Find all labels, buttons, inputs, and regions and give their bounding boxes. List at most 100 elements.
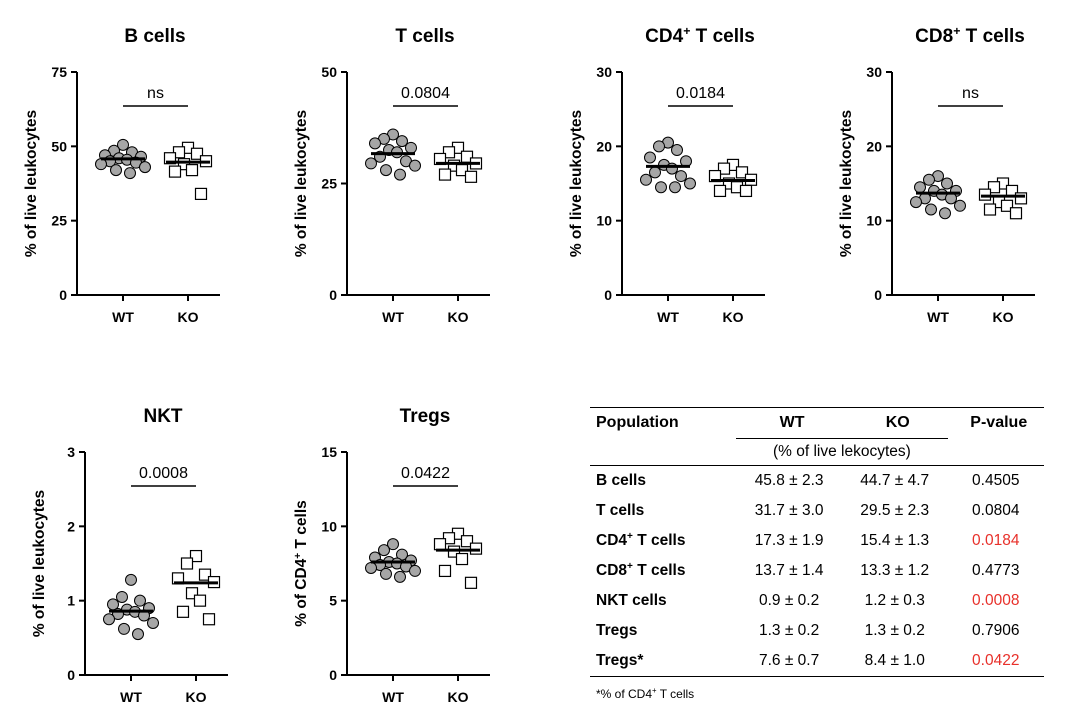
ko-data-point xyxy=(1014,192,1028,205)
ko-data-point xyxy=(189,549,203,563)
ko-data-point xyxy=(180,557,194,570)
y-tick-label: 20 xyxy=(866,138,882,154)
ko-data-point xyxy=(735,166,749,179)
wt-data-point xyxy=(139,161,151,174)
x-category-label: KO xyxy=(993,309,1014,325)
significance-label: ns xyxy=(962,85,979,102)
ko-data-point xyxy=(464,576,478,589)
ko-data-point xyxy=(176,605,190,618)
y-tick-label: 0 xyxy=(874,287,882,303)
p-value-cell: 0.7906 xyxy=(972,622,1020,639)
y-axis-label: % of live leukocytes xyxy=(31,490,48,637)
wt-data-point xyxy=(365,561,377,574)
population-cell: Tregs xyxy=(596,622,638,639)
p-value-cell: 0.4505 xyxy=(972,472,1020,489)
ko-data-point xyxy=(442,146,456,159)
chart-title: Tregs xyxy=(400,406,451,427)
wt-data-point xyxy=(655,181,667,194)
y-tick-label: 2 xyxy=(67,518,75,534)
ko-data-point xyxy=(987,181,1001,194)
wt-data-point xyxy=(394,570,406,583)
ko-data-point xyxy=(185,587,199,600)
x-category-label: WT xyxy=(657,309,679,325)
y-axis-label: % of CD4+ T cells xyxy=(293,500,311,627)
wt-data-point xyxy=(669,181,681,194)
wt-data-point xyxy=(365,157,377,170)
ko-value-cell: 44.7 ± 4.7 xyxy=(860,472,930,489)
wt-data-point xyxy=(396,135,408,148)
wt-value-cell: 7.6 ± 0.7 xyxy=(759,652,820,669)
summary-table: Population WT KO P-value (% of live leko… xyxy=(590,407,1044,677)
chart-tregs: Tregs % of CD4+ T cells 0 5 10 15 WT KO 0.0422 xyxy=(293,406,490,705)
y-tick-label: 25 xyxy=(51,213,67,229)
wt-value-cell: 1.3 ± 0.2 xyxy=(759,622,820,639)
y-axis-label: % of live leukocytes xyxy=(293,110,310,257)
y-tick-label: 30 xyxy=(596,64,612,80)
significance-label: 0.0008 xyxy=(139,465,188,482)
table-body: B cells 45.8 ± 2.3 44.7 ± 4.7 0.4505 T cells… xyxy=(590,466,1044,677)
x-category-label: KO xyxy=(186,689,207,705)
wt-data-point xyxy=(644,151,656,164)
wt-data-point xyxy=(134,594,146,607)
p-value-cell: 0.4773 xyxy=(972,562,1020,579)
x-category-label: WT xyxy=(120,689,142,705)
p-value-cell: 0.0008 xyxy=(972,592,1020,609)
ko-data-point xyxy=(194,187,208,201)
population-cell: B cells xyxy=(596,472,646,489)
significance-label: 0.0184 xyxy=(676,85,725,102)
chart-b-cells: B cells % of live leukocytes 0 25 50 75 WT KO ns xyxy=(23,26,220,325)
x-category-label: WT xyxy=(382,689,404,705)
ko-data-point xyxy=(202,613,216,626)
ko-value-cell: 1.2 ± 0.3 xyxy=(864,592,925,609)
population-cell: CD4+ T cells xyxy=(596,531,686,550)
table-row: Tregs* 7.6 ± 0.7 8.4 ± 1.0 0.0422 xyxy=(590,646,1044,677)
wt-data-point xyxy=(132,628,144,641)
y-tick-label: 50 xyxy=(51,138,67,154)
wt-data-point xyxy=(405,141,417,154)
wt-data-point xyxy=(147,616,159,629)
wt-data-point xyxy=(941,177,953,190)
wt-value-cell: 31.7 ± 3.0 xyxy=(754,502,824,519)
y-tick-label: 0 xyxy=(329,667,337,683)
p-value-cell: 0.0184 xyxy=(972,532,1020,549)
x-category-label: WT xyxy=(112,309,134,325)
wt-value-cell: 17.3 ± 1.9 xyxy=(754,532,824,549)
y-tick-label: 1 xyxy=(67,593,75,609)
wt-data-point xyxy=(666,162,678,175)
wt-data-point xyxy=(684,177,696,190)
ko-data-point xyxy=(1009,207,1023,220)
wt-data-point xyxy=(954,199,966,212)
y-tick-label: 20 xyxy=(596,138,612,154)
table-row: T cells 31.7 ± 3.0 29.5 ± 2.3 0.0804 xyxy=(590,496,1044,526)
wt-data-point xyxy=(118,622,130,635)
significance-label: 0.0422 xyxy=(401,465,450,482)
chart-title: T cells xyxy=(395,26,454,47)
wt-data-point xyxy=(380,567,392,580)
p-value-cell: 0.0804 xyxy=(972,502,1020,519)
population-cell: CD8+ T cells xyxy=(596,561,686,580)
x-category-label: WT xyxy=(927,309,949,325)
wt-data-point xyxy=(675,170,687,183)
wt-data-point xyxy=(95,158,107,171)
y-tick-label: 0 xyxy=(59,287,67,303)
ko-data-point xyxy=(983,203,997,216)
ko-data-point xyxy=(455,552,469,566)
table-row: CD8+ T cells 13.7 ± 1.4 13.3 ± 1.2 0.4773 xyxy=(590,556,1044,586)
ko-value-cell: 29.5 ± 2.3 xyxy=(860,502,930,519)
chart-nkt: NKT % of live leukocytes 0 1 2 3 WT KO 0.0008 xyxy=(31,406,228,705)
wt-data-point xyxy=(925,203,937,216)
wt-data-point xyxy=(671,144,683,157)
y-tick-label: 75 xyxy=(51,64,67,80)
y-tick-label: 15 xyxy=(321,444,337,460)
ko-value-cell: 8.4 ± 1.0 xyxy=(864,652,925,669)
y-tick-label: 10 xyxy=(596,213,612,229)
ko-data-point xyxy=(168,165,182,178)
p-value-cell: 0.0422 xyxy=(972,652,1020,669)
chart-t-cells: T cells % of live leukocytes 0 25 50 WT KO 0.08… xyxy=(293,26,490,325)
ko-value-cell: 13.3 ± 1.2 xyxy=(860,562,930,579)
header-population: Population xyxy=(596,414,679,432)
y-tick-label: 5 xyxy=(329,593,337,609)
ko-data-point xyxy=(185,164,199,177)
y-axis-label: % of live leukocytes xyxy=(23,110,40,257)
y-tick-label: 3 xyxy=(67,444,75,460)
